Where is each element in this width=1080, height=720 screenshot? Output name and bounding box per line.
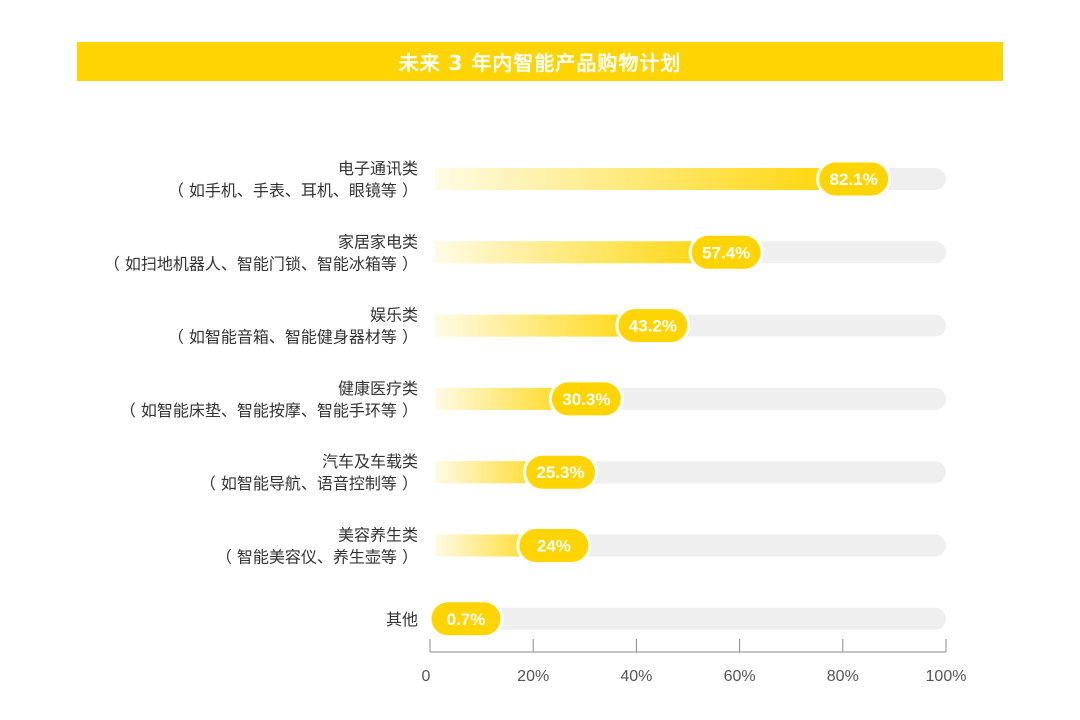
value-label: 43.2% <box>629 317 677 336</box>
category-name: 美容养生类 <box>338 526 418 545</box>
value-pill <box>688 232 764 272</box>
bar <box>435 314 653 337</box>
value-pill <box>523 452 599 492</box>
value-pill <box>428 599 504 639</box>
category-name: 健康医疗类 <box>338 379 418 398</box>
category-name: 电子通讯类 <box>338 159 418 178</box>
bar <box>435 387 587 410</box>
category-detail: （ 如智能床垫、智能按摩、智能手环等 ） <box>120 401 418 420</box>
value-pill <box>516 526 592 565</box>
bar-track <box>435 607 946 630</box>
bar <box>435 241 727 264</box>
category-name: 娱乐类 <box>370 306 418 325</box>
value-pill <box>548 379 624 419</box>
category-labels: 电子通讯类 （ 如手机、手表、耳机、眼镜等 ） 家居家电类 （ 如扫地机器人、智能门锁… <box>104 159 418 629</box>
title-bar: 未来 3 年内智能产品购物计划 <box>77 42 1003 81</box>
x-tick-label: 100% <box>926 668 967 685</box>
value-labels: 82.1% 57.4% 43.2% 30.3% 25.3% 24% 0.7% <box>428 159 892 639</box>
value-label: 25.3% <box>536 463 584 482</box>
category-detail: （ 如智能导航、语音控制等 ） <box>200 474 418 493</box>
value-label: 57.4% <box>702 243 750 262</box>
category-detail: （ 如扫地机器人、智能门锁、智能冰箱等 ） <box>104 254 418 273</box>
x-axis: 0 20% 40% 60% 80% 100% <box>422 639 967 685</box>
x-tick-label: 80% <box>827 668 859 685</box>
value-pill <box>615 306 691 346</box>
value-label: 0.7% <box>447 610 486 629</box>
category-name: 其他 <box>386 610 418 629</box>
value-pill <box>816 159 892 199</box>
bar <box>435 168 854 190</box>
value-label: 30.3% <box>562 390 610 409</box>
category-detail: （ 如智能音箱、智能健身器材等 ） <box>168 328 418 347</box>
category-detail: （ 智能美容仪、养生壶等 ） <box>216 548 418 567</box>
x-tick-label: 40% <box>620 668 652 685</box>
category-name: 汽车及车载类 <box>322 452 418 471</box>
chart-title: 未来 3 年内智能产品购物计划 <box>398 51 682 75</box>
value-label: 82.1% <box>830 170 878 189</box>
x-tick-label: 20% <box>517 668 549 685</box>
value-label: 24% <box>537 537 571 556</box>
bars <box>435 168 854 557</box>
x-tick-label: 60% <box>724 668 756 685</box>
category-detail: （ 如手机、手表、耳机、眼镜等 ） <box>168 181 418 200</box>
x-tick-label: 0 <box>422 668 431 685</box>
category-name: 家居家电类 <box>338 232 418 251</box>
